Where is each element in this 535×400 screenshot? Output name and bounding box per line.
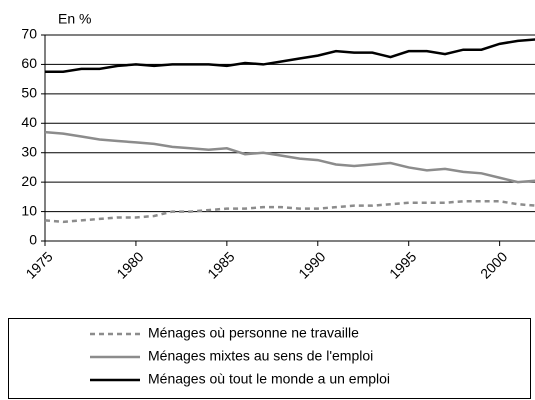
y-tick-label: 60 — [21, 55, 37, 71]
y-tick-label: 70 — [21, 26, 37, 42]
x-tick-label: 1985 — [204, 248, 237, 281]
x-tick-label: 1975 — [22, 248, 55, 281]
y-axis-label: En % — [58, 11, 91, 27]
legend-label: Ménages où personne ne travaille — [148, 325, 359, 341]
legend-box — [8, 318, 531, 399]
y-tick-label: 40 — [21, 114, 37, 130]
y-tick-label: 0 — [29, 232, 37, 248]
x-tick-label: 1990 — [295, 248, 328, 281]
y-tick-label: 30 — [21, 143, 37, 159]
series-line — [45, 38, 535, 74]
y-tick-label: 50 — [21, 85, 37, 101]
x-tick-label: 2000 — [477, 248, 510, 281]
legend-label: Ménages où tout le monde a un emploi — [148, 371, 390, 387]
series-line — [44, 130, 535, 184]
y-tick-label: 10 — [21, 202, 37, 218]
x-tick-label: 1995 — [386, 248, 419, 281]
legend-label: Ménages mixtes au sens de l'emploi — [148, 348, 373, 364]
x-tick-label: 1980 — [113, 248, 146, 281]
y-tick-label: 20 — [21, 173, 37, 189]
series-line — [44, 200, 535, 224]
